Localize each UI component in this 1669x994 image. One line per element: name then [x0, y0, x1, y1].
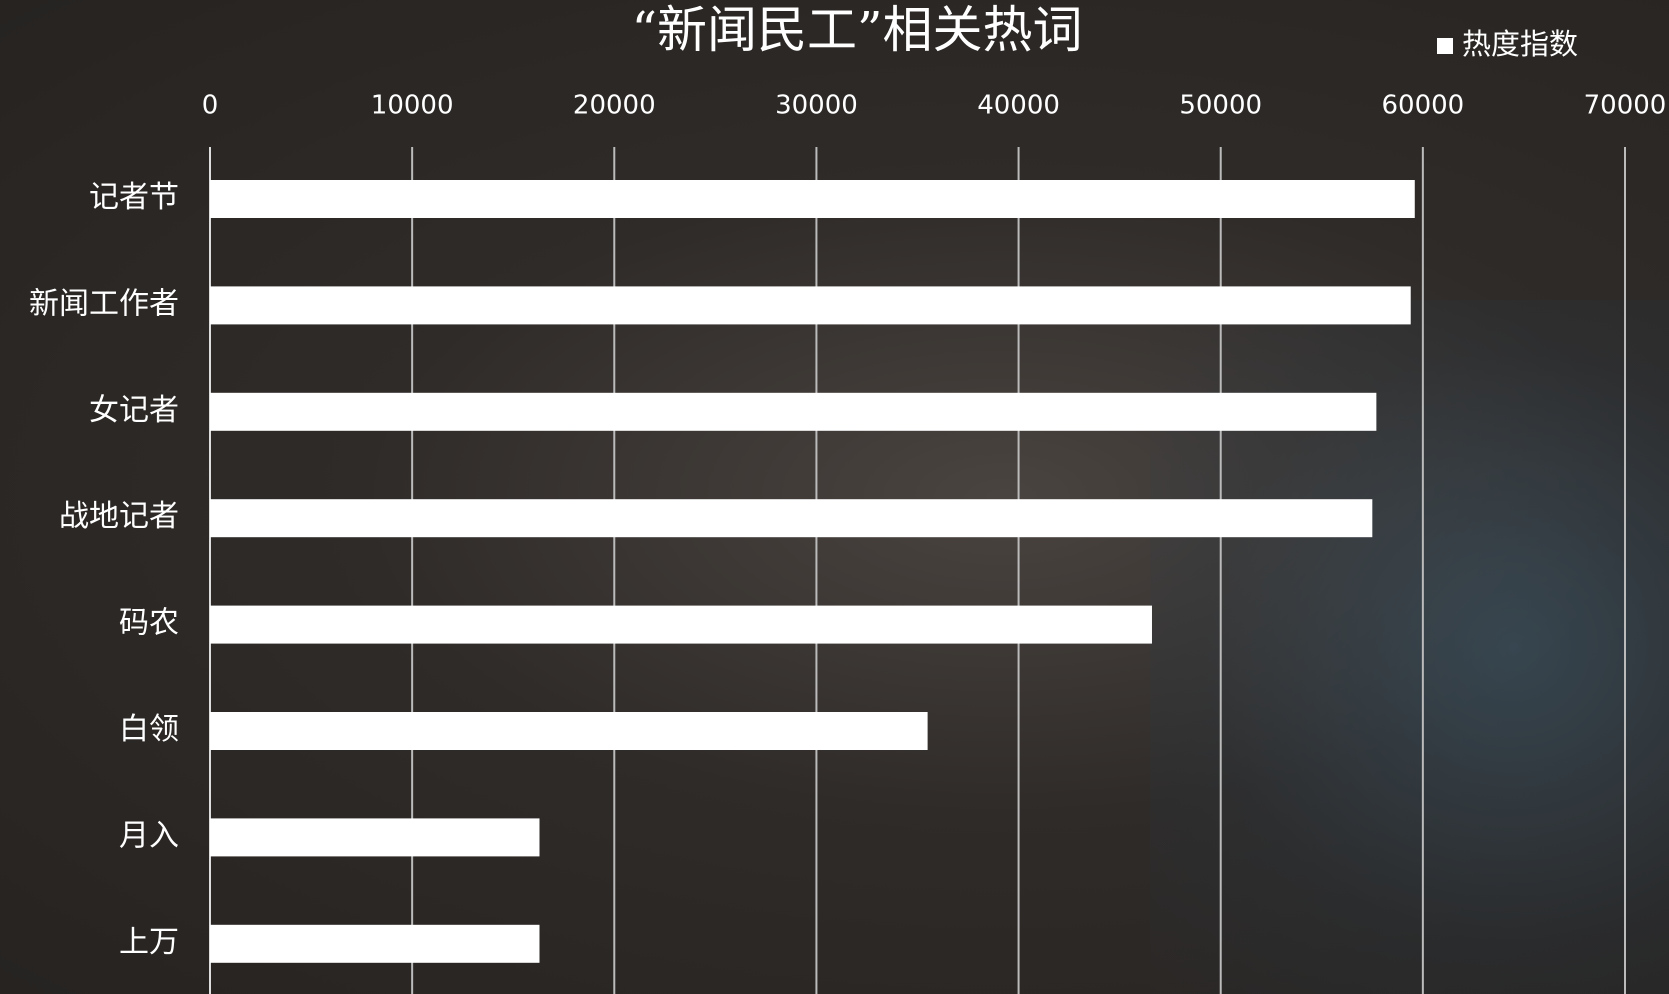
legend-swatch [1437, 38, 1453, 54]
bar [210, 924, 540, 963]
x-tick-label: 30000 [775, 91, 858, 121]
y-tick-label: 上万 [119, 925, 179, 960]
y-tick-label: 战地记者 [59, 499, 179, 534]
y-tick-label: 新闻工作者 [29, 286, 179, 321]
y-tick-label: 码农 [119, 606, 179, 641]
y-tick-label: 月入 [119, 818, 179, 853]
chart-title: “新闻民工”相关热词 [631, 1, 1082, 59]
y-tick-label: 记者节 [89, 180, 179, 215]
bar [210, 180, 1415, 218]
x-tick-label: 60000 [1381, 91, 1464, 121]
x-tick-label: 40000 [977, 91, 1060, 121]
y-tick-label: 白领 [119, 712, 179, 747]
bar [210, 392, 1377, 431]
bar [210, 499, 1373, 538]
x-tick-label: 0 [202, 91, 219, 121]
x-tick-label: 70000 [1584, 91, 1667, 121]
bar [210, 605, 1152, 644]
x-tick-label: 20000 [573, 91, 656, 121]
x-tick-label: 10000 [371, 91, 454, 121]
bar [210, 818, 540, 857]
bar [210, 712, 928, 750]
y-tick-label: 女记者 [89, 393, 179, 428]
x-tick-label: 50000 [1179, 91, 1262, 121]
bar [210, 286, 1411, 325]
legend-label: 热度指数 [1462, 27, 1578, 61]
